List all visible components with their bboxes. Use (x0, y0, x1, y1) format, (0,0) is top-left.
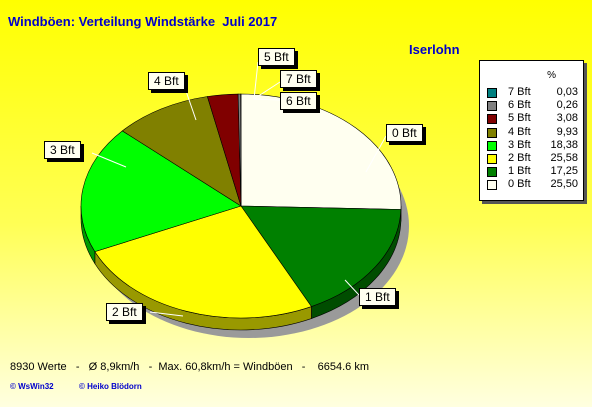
legend-label: 5 Bft (508, 112, 531, 125)
callout-0-bft: 0 Bft (386, 124, 423, 142)
credit-author: © Heiko Blödorn (79, 382, 142, 391)
legend-label: 4 Bft (508, 125, 531, 138)
stats-line: 8930 Werte - Ø 8,9km/h - Max. 60,8km/h =… (10, 361, 369, 373)
legend-row: 6 Bft 0,26 (486, 99, 578, 112)
legend: % 7 Bft 0,03 6 Bft 0,26 5 Bft 3,08 4 Bft 9,93 3 … (479, 60, 584, 201)
legend-row: 5 Bft 3,08 (486, 112, 578, 125)
legend-value: 9,93 (556, 125, 578, 138)
legend-header: % (547, 70, 556, 81)
callout-leader-line (253, 98, 281, 101)
legend-swatch (487, 88, 497, 98)
legend-row: 0 Bft 25,50 (486, 178, 578, 191)
legend-value: 17,25 (550, 165, 578, 178)
legend-label: 7 Bft (508, 86, 531, 98)
location-label: Iserlohn (409, 42, 460, 57)
callout-1-bft: 1 Bft (359, 288, 396, 306)
pie-slice-3-bft (121, 96, 242, 207)
callout-leader-line (253, 61, 259, 100)
credit-wswin: © WsWin32 (10, 382, 54, 391)
legend-value: 0,03 (556, 86, 578, 98)
legend-value: 3,08 (556, 112, 578, 125)
pie-slice-5-bft (94, 205, 312, 319)
callout-4-bft: 4 Bft (148, 72, 185, 90)
callout-leader-line (149, 311, 184, 317)
legend-label: 1 Bft (508, 165, 531, 178)
legend-swatch (487, 114, 497, 125)
legend-swatch (487, 154, 497, 164)
legend-label: 3 Bft (508, 138, 531, 151)
legend-value: 25,50 (550, 178, 578, 191)
callout-leader-line (365, 135, 387, 173)
legend-swatch (487, 167, 497, 178)
legend-row: 1 Bft 17,25 (486, 165, 578, 178)
callout-2-bft: 2 Bft (106, 303, 143, 321)
legend-value: 25,58 (550, 152, 578, 164)
legend-row: 7 Bft 0,03 (486, 86, 578, 99)
callout-7-bft: 7 Bft (280, 70, 317, 88)
legend-swatch (487, 127, 497, 138)
legend-value: 0,26 (556, 99, 578, 112)
chart-title: Windböen: Verteilung Windstärke Juli 201… (8, 14, 278, 29)
legend-row: 3 Bft 18,38 (486, 139, 578, 152)
legend-label: 6 Bft (508, 99, 531, 112)
legend-swatch (487, 140, 497, 151)
callout-leader-line (253, 81, 281, 100)
legend-swatch (487, 101, 497, 112)
legend-row: 4 Bft 9,93 (486, 126, 578, 139)
callout-leader-line (185, 90, 197, 121)
callout-leader-line (344, 279, 360, 296)
callout-6-bft: 6 Bft (280, 92, 317, 110)
legend-value: 18,38 (550, 138, 578, 151)
legend-label: 0 Bft (508, 178, 531, 191)
pie-slice-4-bft (80, 130, 242, 252)
callout-leader-line (91, 152, 127, 168)
legend-row: 2 Bft 25,58 (486, 152, 578, 165)
legend-swatch (487, 180, 497, 191)
pie-slice-6-bft (240, 205, 402, 307)
pie-slice-7-bft (240, 93, 402, 210)
legend-label: 2 Bft (508, 152, 531, 164)
callout-3-bft: 3 Bft (44, 141, 81, 159)
callout-5-bft: 5 Bft (258, 48, 295, 66)
